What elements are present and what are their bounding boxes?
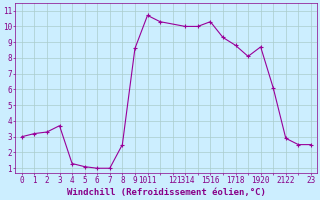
X-axis label: Windchill (Refroidissement éolien,°C): Windchill (Refroidissement éolien,°C) [67,188,266,197]
